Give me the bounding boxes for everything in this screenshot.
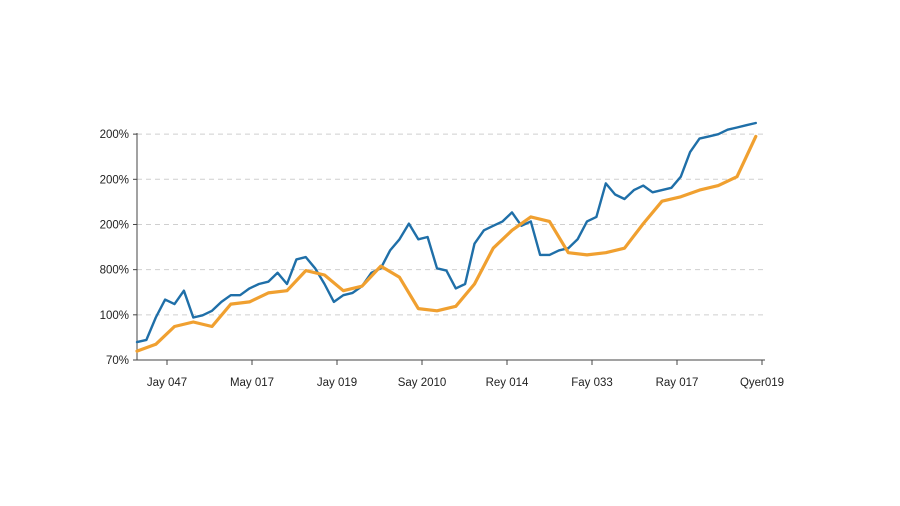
x-tick-label: Jay 019	[317, 377, 357, 389]
x-axis-ticks: Jay 047 May 017 Jay 019 Say 2010 Rey 014 Fay …	[147, 360, 784, 389]
x-tick-label: Qyer019	[740, 377, 784, 389]
y-tick-label: 200%	[100, 219, 129, 231]
y-tick-label: 200%	[100, 174, 129, 186]
series-line-2	[135, 134, 758, 353]
grid-layer	[137, 133, 765, 316]
y-tick-label: 100%	[100, 310, 129, 322]
series-line-1	[135, 121, 757, 344]
y-axis-ticks: 70% 100% 800% 200% 200% 200%	[100, 129, 137, 367]
x-tick-label: Ray 017	[656, 377, 699, 389]
y-tick-label: 70%	[106, 355, 129, 367]
series-layer	[135, 121, 758, 353]
x-tick-label: Say 2010	[398, 377, 447, 389]
x-tick-label: Jay 047	[147, 377, 187, 389]
x-tick-label: Rey 014	[486, 377, 529, 389]
x-tick-label: May 017	[230, 377, 274, 389]
y-tick-label: 200%	[100, 129, 129, 141]
y-tick-label: 800%	[100, 265, 129, 277]
x-tick-label: Fay 033	[571, 377, 613, 389]
